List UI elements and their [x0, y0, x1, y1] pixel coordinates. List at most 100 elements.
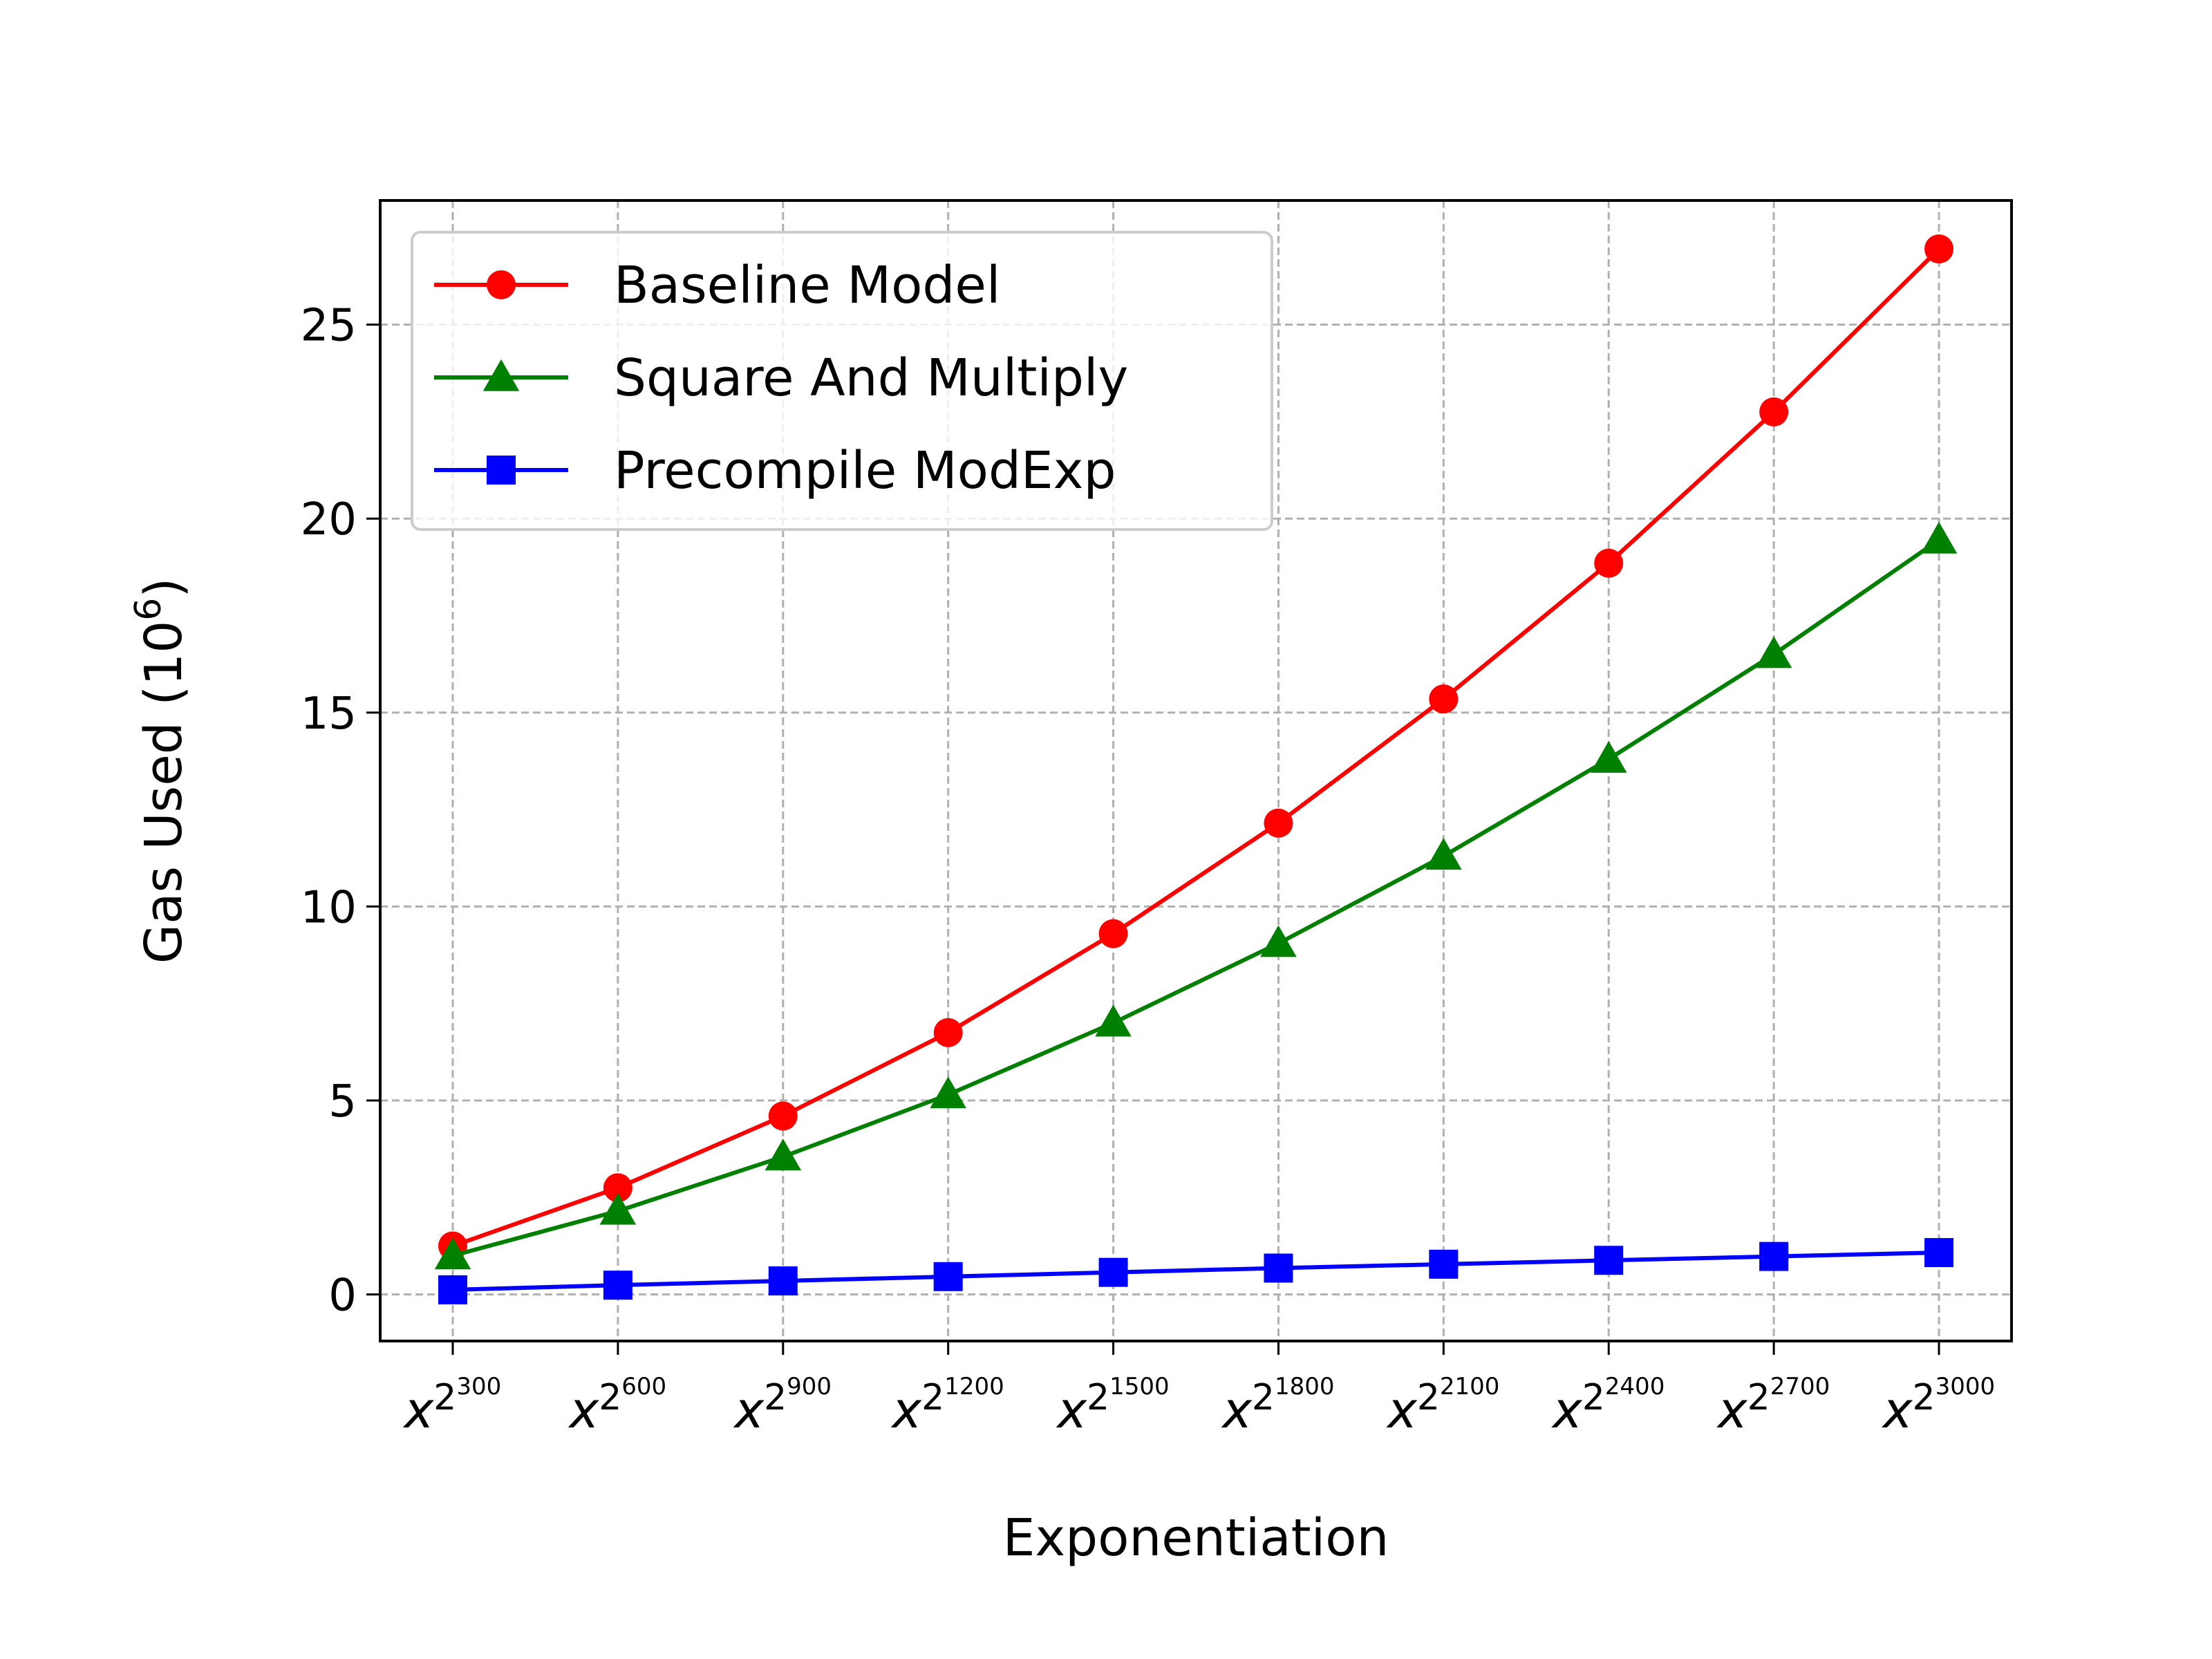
- x-axis-label: Exponentiation: [1003, 1508, 1389, 1568]
- legend-entry: Square And Multiply: [434, 348, 1128, 408]
- x-tick-label-exponent-power: 600: [621, 1373, 666, 1400]
- x-tick-label: x2300: [403, 1373, 502, 1439]
- data-point: [603, 1271, 632, 1300]
- data-point: [599, 1192, 637, 1225]
- data-point: [765, 1138, 802, 1171]
- x-tick-label-exponent: 2: [433, 1377, 456, 1418]
- x-tick-label: x22100: [1386, 1373, 1499, 1439]
- legend: Baseline Model Square And Multiply Precomp…: [411, 231, 1273, 531]
- y-tick-label: 20: [301, 494, 357, 545]
- x-tick-label-exponent: 2: [1582, 1377, 1605, 1418]
- x-tick-label: x22400: [1551, 1373, 1665, 1439]
- data-point: [1098, 1257, 1128, 1287]
- x-tick-label: x23000: [1882, 1373, 1995, 1439]
- data-point: [603, 1173, 632, 1203]
- data-point: [1920, 521, 1958, 554]
- x-tick-label: x21500: [1056, 1373, 1169, 1439]
- series-baseline-model: [438, 234, 1953, 1261]
- data-point: [1429, 1249, 1459, 1279]
- x-tick-label: x21800: [1221, 1373, 1334, 1439]
- x-tick-label-exponent-power: 300: [456, 1373, 501, 1400]
- x-tick-label: x2900: [733, 1373, 832, 1439]
- x-tick-label-exponent: 2: [1912, 1377, 1935, 1418]
- data-point: [487, 270, 516, 299]
- data-point: [438, 1275, 467, 1304]
- data-point: [1759, 397, 1789, 427]
- data-point: [930, 1076, 966, 1109]
- data-point: [434, 1237, 471, 1270]
- data-point: [487, 456, 516, 485]
- legend-entry: Precompile ModExp: [434, 441, 1116, 500]
- x-tick-label-exponent-power: 2700: [1770, 1373, 1830, 1400]
- y-tick-label: 5: [328, 1076, 357, 1127]
- series-layer: [434, 234, 1958, 1304]
- x-tick-label-base: x: [1056, 1381, 1087, 1439]
- data-point: [1264, 808, 1293, 838]
- x-tick-label-exponent-power: 1500: [1109, 1373, 1170, 1400]
- data-point: [1594, 548, 1624, 578]
- y-axis-label: Gas Used (106): [128, 578, 194, 964]
- x-tick-label-base: x: [568, 1381, 600, 1439]
- x-tick-label-base: x: [1882, 1381, 1913, 1439]
- x-tick-label-base: x: [403, 1381, 435, 1439]
- x-tick-label-exponent-power: 2100: [1440, 1373, 1500, 1400]
- x-tick-label-base: x: [1551, 1381, 1583, 1439]
- y-axis-ticks: 0 5 10 15 20 25: [301, 301, 380, 1322]
- data-point: [1429, 684, 1459, 714]
- data-point: [482, 359, 520, 391]
- series-line: [452, 247, 1941, 1248]
- data-point: [1264, 1253, 1293, 1283]
- data-point: [1425, 838, 1462, 870]
- x-tick-label-exponent-power: 1800: [1275, 1373, 1335, 1400]
- series-line: [452, 1250, 1940, 1292]
- data-point: [1594, 1246, 1624, 1275]
- x-tick-label-exponent: 2: [1747, 1377, 1770, 1418]
- x-tick-label-exponent: 2: [1417, 1377, 1440, 1418]
- y-axis-label-exponent: 6: [128, 598, 169, 621]
- x-tick-label-base: x: [1716, 1381, 1748, 1439]
- x-tick-label-base: x: [733, 1381, 765, 1439]
- x-tick-label: x2600: [568, 1373, 667, 1439]
- x-tick-label-base: x: [1386, 1381, 1418, 1439]
- x-tick-label-exponent-power: 3000: [1936, 1373, 1996, 1400]
- x-tick-label-exponent: 2: [921, 1377, 944, 1418]
- y-tick-label: 10: [301, 882, 357, 933]
- series-square-and-multiply: [434, 521, 1958, 1270]
- x-tick-label-exponent: 2: [764, 1377, 787, 1418]
- x-tick-label-exponent: 2: [1087, 1377, 1109, 1418]
- legend-label: Square And Multiply: [614, 348, 1128, 408]
- x-tick-label-exponent: 2: [599, 1377, 621, 1418]
- data-point: [1590, 740, 1627, 773]
- x-tick-label-exponent: 2: [1252, 1377, 1275, 1418]
- series-line: [452, 538, 1940, 1258]
- x-axis-ticks: x2300 x2600 x2900 x21200 x21500 x21800 x22100 x…: [403, 1341, 1995, 1439]
- x-tick-label-base: x: [1221, 1381, 1253, 1439]
- x-tick-label: x22700: [1716, 1373, 1830, 1439]
- legend-frame: [411, 231, 1273, 531]
- data-point: [1095, 1004, 1132, 1037]
- data-point: [768, 1101, 798, 1131]
- data-point: [768, 1266, 798, 1296]
- x-tick-label-exponent-power: 1200: [944, 1373, 1004, 1400]
- data-point: [933, 1262, 963, 1291]
- legend-label: Baseline Model: [614, 256, 1000, 315]
- y-tick-label: 0: [328, 1271, 357, 1322]
- data-point: [1755, 636, 1792, 668]
- x-tick-label: x21200: [891, 1373, 1004, 1439]
- legend-entry: Baseline Model: [434, 256, 1000, 315]
- data-point: [933, 1018, 963, 1047]
- y-axis-label-main: Gas Used (10: [134, 621, 194, 964]
- y-tick-label: 15: [301, 688, 357, 740]
- legend-label: Precompile ModExp: [614, 441, 1116, 500]
- data-point: [1260, 925, 1297, 957]
- y-axis-label-close: ): [134, 578, 194, 598]
- data-point: [1759, 1241, 1789, 1271]
- series-precompile-modexp: [438, 1238, 1953, 1304]
- x-tick-label-base: x: [891, 1381, 923, 1439]
- plot-frame: [379, 199, 2013, 1342]
- data-point: [1924, 234, 1953, 264]
- x-tick-label-exponent-power: 900: [787, 1373, 832, 1400]
- y-tick-label: 25: [301, 301, 357, 352]
- data-point: [1924, 1238, 1953, 1268]
